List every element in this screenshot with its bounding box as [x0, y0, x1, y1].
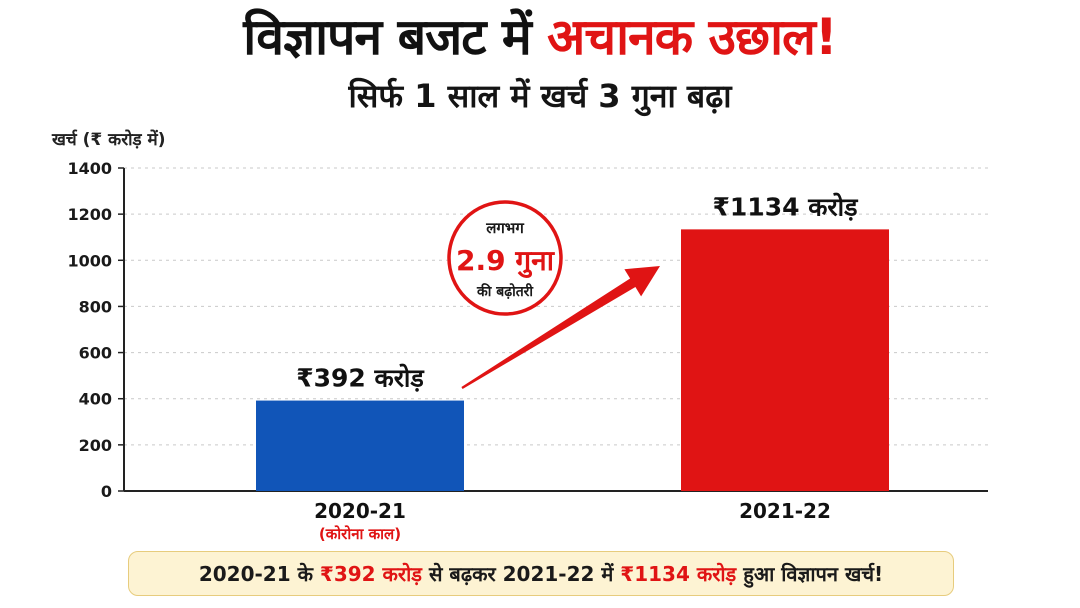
bar-2021-22: [681, 229, 889, 491]
y-tick-label: 600: [79, 344, 112, 363]
data-label-2021-22: ₹1134 करोड़: [713, 192, 860, 221]
category-labels: 2020-21 (कोरोना काल) 2021-22: [314, 499, 831, 543]
data-label-2020-21: ₹392 करोड़: [296, 364, 425, 393]
title-part-red: अचानक उछाल!: [547, 8, 838, 66]
page-title: विज्ञापन बजट में अचानक उछाल!: [0, 4, 1080, 70]
summary-text-1: 2020-21 के: [198, 562, 320, 586]
growth-badge-line1: लगभग: [485, 219, 524, 237]
summary-banner: 2020-21 के ₹392 करोड़ से बढ़कर 2021-22 म…: [128, 551, 954, 596]
x-tick-label: 2021-22: [739, 499, 831, 523]
growth-badge-value: 2.9 गुना: [456, 244, 556, 278]
y-tick-label: 0: [101, 482, 112, 501]
y-tick-label: 1400: [67, 159, 112, 178]
data-labels: ₹392 करोड़ ₹1134 करोड़: [296, 192, 859, 392]
growth-badge-line3: की बढ़ोतरी: [476, 283, 534, 300]
summary-text-2: से बढ़कर 2021-22 में: [421, 562, 621, 586]
growth-annotation: लगभग 2.9 गुना की बढ़ोतरी: [447, 200, 660, 389]
y-tick-label: 400: [79, 390, 112, 409]
page-subtitle: सिर्फ 1 साल में खर्च 3 गुना बढ़ा: [348, 77, 732, 115]
y-tick-label: 1200: [67, 205, 112, 224]
y-tick-labels: 0 200 400 600 800 1000 1200 1400: [67, 159, 112, 501]
summary-text-3: हुआ विज्ञापन खर्च!: [736, 562, 884, 586]
y-axis-label: खर्च (₹ करोड़ में): [52, 130, 166, 150]
title-part-black: विज्ञापन बजट में: [243, 8, 531, 66]
summary-value-2020: ₹392 करोड़: [319, 562, 422, 586]
y-tick-label: 1000: [67, 251, 112, 270]
x-tick-note: (कोरोना काल): [319, 525, 401, 543]
y-tick-label: 800: [79, 297, 112, 316]
x-tick-label: 2020-21: [314, 499, 406, 523]
y-tick-label: 200: [79, 436, 112, 455]
summary-value-2021: ₹1134 करोड़: [620, 562, 737, 586]
growth-arrow-icon: [461, 266, 660, 389]
bar-2020-21: [256, 400, 464, 491]
growth-badge-circle: [447, 200, 563, 316]
bars: [256, 229, 889, 491]
